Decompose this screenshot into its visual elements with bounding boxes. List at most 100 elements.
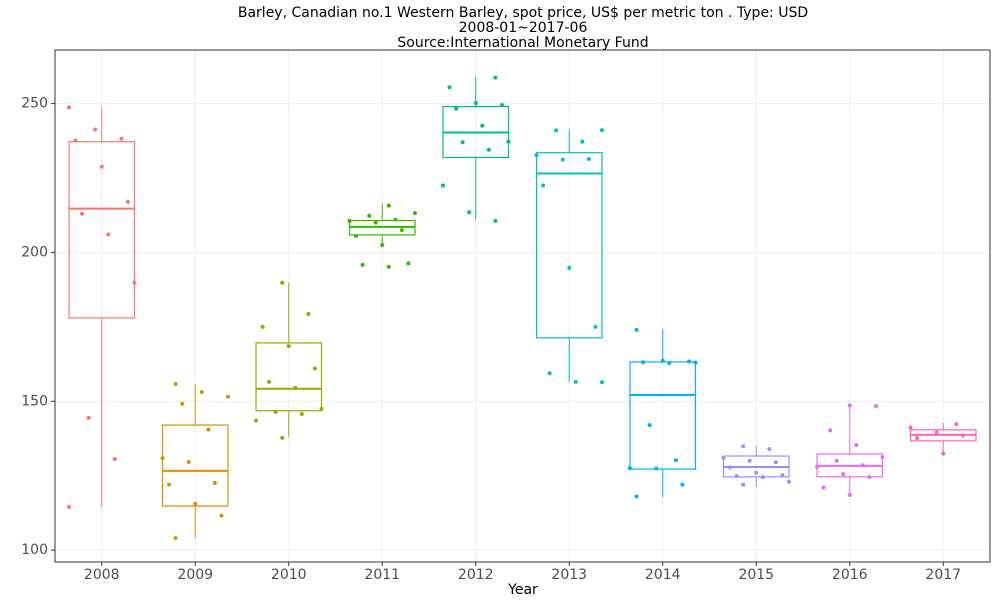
point: [386, 264, 391, 269]
point: [99, 164, 104, 169]
point: [634, 327, 639, 332]
point: [686, 359, 691, 364]
point: [473, 100, 478, 105]
x-tick-label: 2017: [925, 567, 961, 583]
point: [493, 218, 498, 223]
x-tick-label: 2015: [738, 567, 774, 583]
box: [68, 141, 136, 319]
point: [760, 475, 765, 480]
point: [299, 412, 304, 417]
y-tick-label: 100: [21, 542, 48, 558]
point: [354, 234, 359, 239]
point: [747, 458, 752, 463]
point: [841, 472, 846, 477]
point: [225, 394, 230, 399]
point: [125, 199, 130, 204]
point: [786, 479, 791, 484]
point: [834, 458, 839, 463]
y-tick-label: 200: [21, 244, 48, 260]
point: [741, 482, 746, 487]
point: [67, 105, 72, 110]
point: [554, 128, 559, 133]
point: [173, 536, 178, 541]
point: [180, 401, 185, 406]
x-tick-label: 2012: [458, 567, 494, 583]
point: [273, 409, 278, 414]
point: [486, 147, 491, 152]
point: [347, 218, 352, 223]
point: [741, 444, 746, 449]
point: [67, 504, 72, 509]
point: [828, 428, 833, 433]
point: [580, 139, 585, 144]
point: [441, 183, 446, 188]
point: [941, 451, 946, 456]
point: [499, 103, 504, 108]
point: [647, 423, 652, 428]
point: [454, 106, 459, 111]
point: [541, 183, 546, 188]
point: [673, 458, 678, 463]
point: [667, 361, 672, 366]
point: [412, 211, 417, 216]
point: [373, 220, 378, 225]
point: [286, 344, 291, 349]
point: [206, 427, 211, 432]
panel-border: [54, 49, 991, 563]
point: [880, 455, 885, 460]
point: [821, 485, 826, 490]
point: [112, 457, 117, 462]
x-tick-label: 2013: [551, 567, 587, 583]
point: [506, 139, 511, 144]
box: [161, 424, 229, 507]
point: [447, 85, 452, 90]
point: [393, 217, 398, 222]
point: [319, 406, 324, 411]
point: [721, 455, 726, 460]
point: [80, 211, 85, 216]
x-tick-label: 2009: [177, 567, 213, 583]
point: [73, 138, 78, 143]
point: [728, 465, 733, 470]
point: [860, 463, 865, 468]
point: [86, 415, 91, 420]
point: [547, 371, 552, 376]
point: [460, 140, 465, 145]
point: [780, 473, 785, 478]
point: [628, 466, 633, 471]
point: [280, 280, 285, 285]
point: [934, 430, 939, 435]
point: [360, 262, 365, 267]
point: [954, 422, 959, 427]
point: [199, 390, 204, 395]
point: [693, 360, 698, 365]
point: [386, 203, 391, 208]
x-tick-label: 2016: [832, 567, 868, 583]
x-tick-label: 2011: [364, 567, 400, 583]
point: [480, 123, 485, 128]
point: [219, 513, 224, 518]
point: [312, 366, 317, 371]
point: [267, 379, 272, 384]
point: [767, 447, 772, 452]
point: [599, 380, 604, 385]
box: [255, 342, 323, 412]
point: [254, 418, 259, 423]
point: [754, 470, 759, 475]
x-tick-label: 2010: [271, 567, 307, 583]
point: [960, 433, 965, 438]
point: [815, 464, 820, 469]
point: [212, 480, 217, 485]
point: [293, 385, 298, 390]
point: [186, 459, 191, 464]
point: [119, 136, 124, 141]
point: [306, 312, 311, 317]
point: [573, 379, 578, 384]
point: [173, 381, 178, 386]
point: [908, 425, 913, 430]
x-axis-label: Year: [507, 582, 538, 598]
point: [260, 324, 265, 329]
point: [773, 460, 778, 465]
x-tick-label: 2014: [645, 567, 681, 583]
